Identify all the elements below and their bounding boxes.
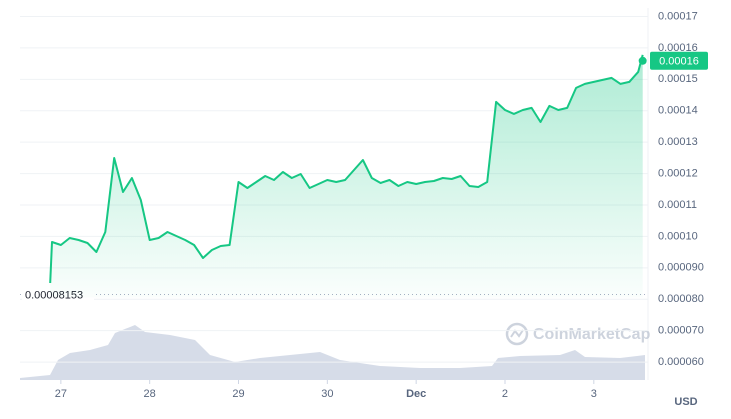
area-fill xyxy=(50,54,643,298)
y-tick-label: 0.00014 xyxy=(658,105,698,117)
y-tick-label: 0.00017 xyxy=(658,10,698,22)
x-tick-label: 28 xyxy=(144,388,156,400)
y-tick-label: 0.00010 xyxy=(658,230,698,242)
watermark: CoinMarketCap xyxy=(505,322,651,346)
x-tick-label: 30 xyxy=(321,388,333,400)
y-tick-label: 0.00013 xyxy=(658,136,698,148)
current-price-pill xyxy=(650,51,708,70)
y-tick-label: 0.000090 xyxy=(658,262,704,274)
y-tick-label: 0.000070 xyxy=(658,325,704,337)
y-tick-label: 0.00015 xyxy=(658,73,698,85)
x-tick-label: 2 xyxy=(502,388,508,400)
y-tick-label: 0.00011 xyxy=(658,199,697,211)
currency-label: USD xyxy=(674,396,697,408)
watermark-text: CoinMarketCap xyxy=(533,326,651,343)
price-line xyxy=(49,54,644,284)
y-tick-label: 0.00012 xyxy=(658,167,698,179)
x-tick-label: Dec xyxy=(406,388,426,400)
current-price-label: 0.00016 xyxy=(659,56,699,68)
y-tick-label: 0.000080 xyxy=(658,293,704,305)
x-tick-label: 29 xyxy=(232,388,244,400)
current-price-dot xyxy=(638,56,647,65)
y-tick-label: 0.00016 xyxy=(658,42,698,54)
volume-area xyxy=(20,325,645,380)
x-tick-label: 3 xyxy=(591,388,597,400)
y-tick-label: 0.000060 xyxy=(658,356,704,368)
x-tick-label: 27 xyxy=(55,388,67,400)
